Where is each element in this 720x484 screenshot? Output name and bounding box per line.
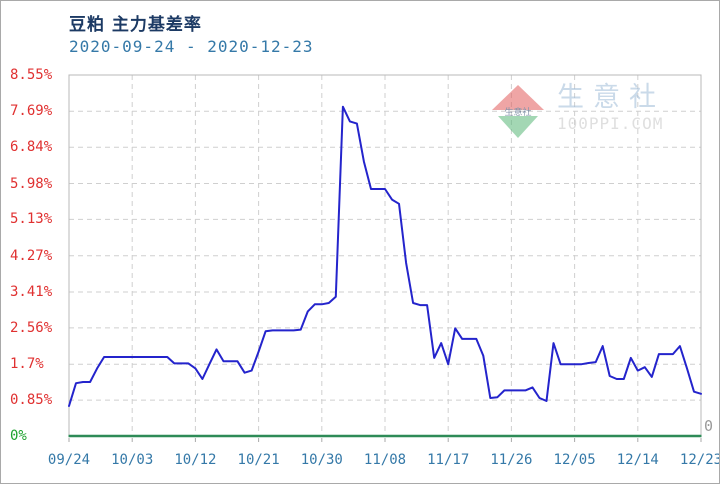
chart-title: 豆粕 主力基差率: [69, 15, 202, 35]
y-tick-label: 8.55%: [10, 67, 53, 83]
x-tick-label: 10/21: [237, 452, 280, 468]
grid-lines: [69, 75, 701, 436]
y-tick-label: 1.7%: [10, 356, 44, 373]
x-tick-label: 10/12: [174, 452, 217, 468]
x-tick-label: 09/24: [47, 452, 91, 468]
y-tick-label: 4.27%: [10, 247, 53, 264]
y-tick-label: 0.85%: [10, 392, 53, 409]
plot-frame: [68, 74, 702, 442]
x-tick-label: 12/14: [616, 452, 659, 468]
x-tick-label: 11/08: [363, 452, 407, 468]
x-tick-label: 11/17: [427, 452, 470, 468]
y-tick-label: 2.56%: [10, 319, 53, 336]
basis-rate-line-series: [68, 105, 702, 407]
chart-date-range: 2020-09-24 - 2020-12-23: [69, 37, 314, 56]
x-tick-label: 10/03: [111, 452, 154, 468]
right-axis-zero-label: 0: [704, 417, 714, 435]
y-tick-label: 7.69%: [10, 103, 53, 120]
y-tick-label: 5.98%: [10, 175, 53, 192]
y-tick-label: 0%: [10, 428, 27, 444]
y-tick-label: 5.13%: [10, 211, 53, 228]
x-tick-label: 12/05: [553, 452, 596, 468]
y-tick-label: 6.84%: [10, 139, 53, 156]
x-tick-label: 10/30: [300, 452, 343, 468]
y-tick-label: 3.41%: [10, 284, 53, 301]
x-tick-label: 12/23: [679, 452, 720, 468]
x-tick-label: 11/26: [490, 452, 533, 468]
